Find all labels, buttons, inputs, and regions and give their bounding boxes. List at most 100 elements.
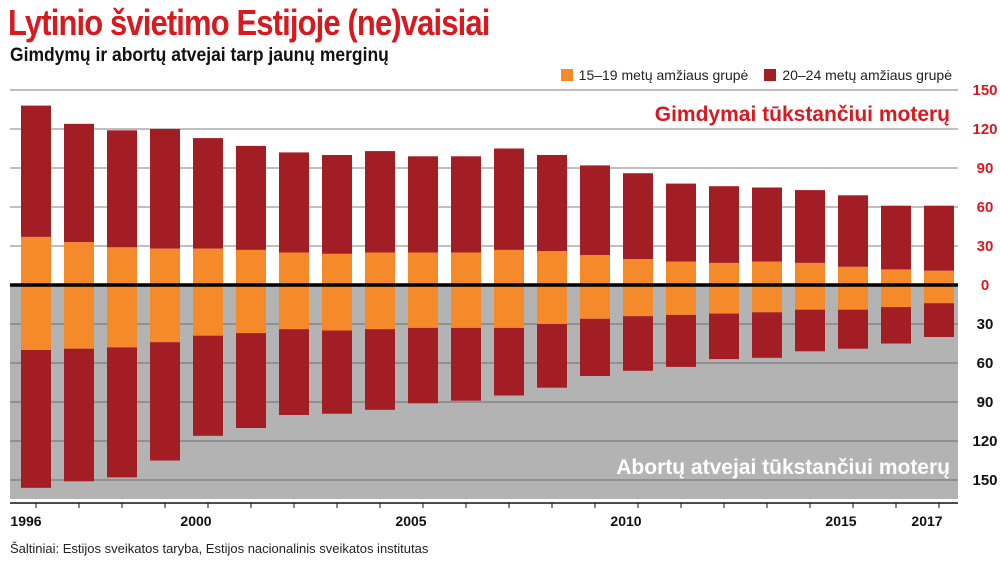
y-tick-label: 60 — [977, 355, 994, 372]
birth-bar-15-19 — [924, 270, 954, 285]
legend-label-older: 20–24 metų amžiaus grupė — [782, 67, 952, 83]
birth-bar-15-19 — [107, 247, 137, 285]
birth-bar-20-24 — [494, 148, 524, 250]
birth-bar-20-24 — [365, 151, 395, 253]
birth-bar-15-19 — [322, 253, 352, 285]
y-tick-label: 0 — [981, 277, 989, 294]
abortion-bar-20-24 — [494, 327, 524, 396]
abortion-bar-15-19 — [795, 285, 825, 310]
birth-bar-20-24 — [666, 183, 696, 262]
abortion-bar-20-24 — [193, 335, 223, 436]
birth-bar-15-19 — [21, 236, 51, 285]
bars-layer — [21, 105, 954, 488]
abortion-bar-15-19 — [21, 285, 51, 350]
birth-bar-20-24 — [193, 138, 223, 249]
abortion-bar-15-19 — [838, 285, 868, 310]
birth-bar-20-24 — [64, 123, 94, 243]
abortion-bar-15-19 — [537, 285, 567, 324]
y-tick-label: 120 — [972, 433, 997, 450]
y-tick-label: 150 — [972, 472, 997, 489]
abortion-bar-15-19 — [623, 285, 653, 317]
abortion-bar-20-24 — [537, 324, 567, 388]
birth-bar-20-24 — [795, 190, 825, 263]
abortion-bar-15-19 — [193, 285, 223, 336]
birth-bar-15-19 — [64, 242, 94, 285]
abortions-axis-label: Abortų atvejai tūkstančiui moterų — [616, 456, 950, 479]
labels-layer: 150 120 90 60 30 0 30 60 90 120 150 1996 2000 2005 201… — [10, 82, 997, 529]
abortion-bar-15-19 — [236, 285, 266, 334]
abortion-bar-15-19 — [150, 285, 180, 343]
x-tick-label: 2015 — [825, 513, 856, 529]
birth-bar-15-19 — [752, 261, 782, 285]
birth-bar-20-24 — [752, 187, 782, 262]
y-tick-label: 30 — [977, 316, 994, 333]
x-tick-label: 1996 — [10, 513, 41, 529]
birth-bar-15-19 — [451, 252, 481, 285]
abortion-bar-15-19 — [451, 285, 481, 328]
x-tick-label: 2000 — [180, 513, 211, 529]
abortion-bar-20-24 — [623, 316, 653, 371]
y-tick-label: 120 — [972, 121, 997, 138]
birth-bar-15-19 — [494, 249, 524, 285]
birth-bar-20-24 — [236, 145, 266, 250]
birth-bar-20-24 — [924, 205, 954, 271]
abortion-bar-15-19 — [709, 285, 739, 314]
y-tick-label: 90 — [977, 160, 994, 177]
birth-bar-20-24 — [21, 105, 51, 237]
abortion-bar-20-24 — [279, 329, 309, 415]
birth-bar-20-24 — [580, 165, 610, 256]
birth-bar-15-19 — [623, 259, 653, 285]
abortion-bar-20-24 — [709, 313, 739, 360]
abortion-bar-20-24 — [580, 318, 610, 376]
legend: 15–19 metų amžiaus grupė 20–24 metų amži… — [545, 67, 952, 83]
x-tick-label: 2005 — [395, 513, 426, 529]
abortion-bar-15-19 — [924, 285, 954, 304]
birth-bar-15-19 — [580, 255, 610, 285]
abortion-bar-20-24 — [924, 303, 954, 337]
abortion-bar-20-24 — [881, 307, 911, 344]
y-tick-label: 30 — [977, 238, 994, 255]
birth-bar-15-19 — [709, 262, 739, 285]
abortion-bar-15-19 — [494, 285, 524, 328]
abortion-bar-15-19 — [279, 285, 309, 330]
abortion-bar-20-24 — [795, 309, 825, 352]
birth-bar-20-24 — [537, 155, 567, 252]
birth-bar-15-19 — [408, 252, 438, 285]
birth-bar-20-24 — [838, 195, 868, 267]
abortion-bar-20-24 — [451, 327, 481, 401]
birth-bar-15-19 — [236, 249, 266, 285]
abortion-bar-20-24 — [21, 350, 51, 488]
birth-bar-20-24 — [107, 130, 137, 248]
birth-bar-15-19 — [150, 248, 180, 285]
legend-swatch-young — [560, 69, 573, 81]
abortion-bar-20-24 — [408, 327, 438, 404]
y-tick-label: 90 — [977, 394, 994, 411]
abortion-bar-15-19 — [666, 285, 696, 315]
axis-layer — [10, 283, 958, 508]
y-tick-label: 60 — [977, 199, 994, 216]
abortion-bar-20-24 — [838, 309, 868, 349]
birth-bar-20-24 — [322, 155, 352, 254]
birth-bar-20-24 — [881, 205, 911, 270]
legend-swatch-older — [764, 69, 777, 81]
birth-bar-20-24 — [408, 156, 438, 253]
birth-bar-15-19 — [537, 251, 567, 285]
abortion-bar-15-19 — [322, 285, 352, 331]
birth-bar-20-24 — [709, 186, 739, 263]
births-axis-label: Gimdymai tūkstančiui moterų — [655, 103, 950, 126]
chart-subtitle: Gimdymų ir abortų atvejai tarp jaunų mer… — [10, 45, 389, 66]
legend-item-older: 20–24 metų amžiaus grupė — [764, 67, 952, 83]
birth-bar-15-19 — [365, 252, 395, 285]
birth-bar-15-19 — [193, 248, 223, 285]
abortion-bar-15-19 — [408, 285, 438, 328]
legend-item-young: 15–19 metų amžiaus grupė — [560, 67, 748, 83]
source-note: Šaltiniai: Estijos sveikatos taryba, Est… — [10, 541, 429, 556]
y-tick-label: 150 — [972, 82, 997, 99]
birth-bar-20-24 — [451, 156, 481, 253]
birth-bar-15-19 — [838, 266, 868, 285]
x-tick-label: 2010 — [610, 513, 641, 529]
abortion-bar-20-24 — [150, 342, 180, 461]
birth-bar-20-24 — [279, 152, 309, 253]
abortion-bar-15-19 — [64, 285, 94, 349]
abortion-bar-15-19 — [365, 285, 395, 330]
